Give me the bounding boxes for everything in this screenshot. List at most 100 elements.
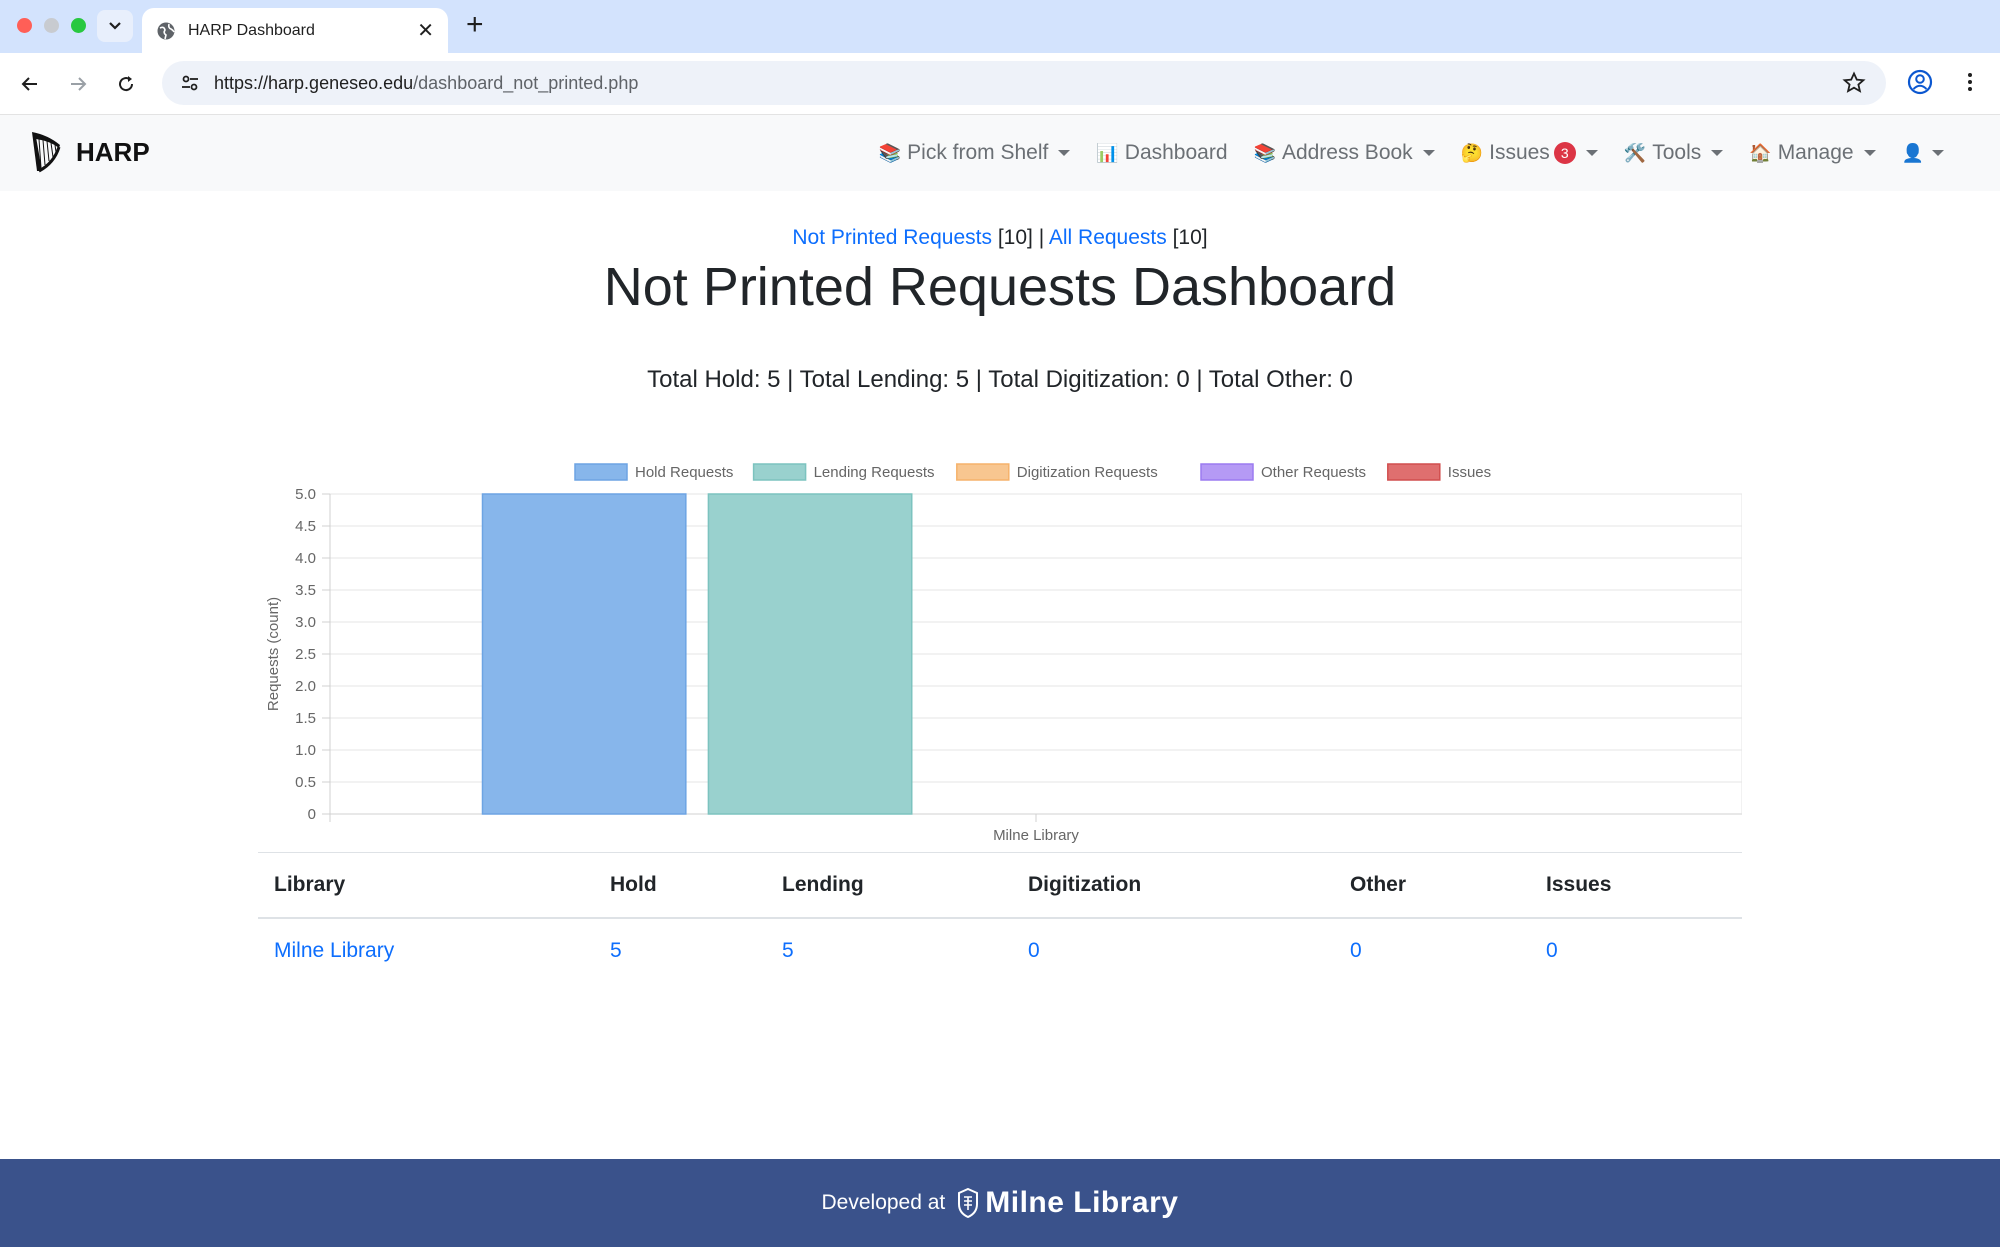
- new-tab-button[interactable]: +: [466, 8, 484, 41]
- caret-down-icon: [1711, 150, 1724, 156]
- legend-swatch: [1387, 463, 1441, 481]
- bookmark-star-icon[interactable]: [1842, 71, 1866, 100]
- arrow-right-icon: [71, 77, 87, 91]
- column-header-library: Library: [258, 853, 594, 919]
- column-header-digitization: Digitization: [1012, 853, 1334, 919]
- table-row: Milne Library 5 5 0 0 0: [258, 918, 1742, 983]
- nav-address-book[interactable]: 📚 Address Book: [1254, 141, 1435, 165]
- reload-icon: [119, 76, 134, 92]
- digitization-count-link[interactable]: 0: [1028, 939, 1040, 962]
- house-icon: 🏠: [1749, 142, 1772, 163]
- legend-label: Hold Requests: [635, 464, 733, 481]
- legend-label: Other Requests: [1261, 464, 1366, 481]
- arrow-left-icon: [21, 77, 37, 91]
- nav-manage[interactable]: 🏠 Manage: [1749, 141, 1876, 165]
- legend-label: Digitization Requests: [1017, 464, 1158, 481]
- table-header-row: Library Hold Lending Digitization Other …: [258, 853, 1742, 919]
- thinking-face-icon: 🤔: [1460, 142, 1484, 163]
- y-tick-label: 1.5: [295, 710, 316, 727]
- tab-close-icon[interactable]: ✕: [417, 19, 434, 42]
- forward-button[interactable]: [62, 68, 94, 100]
- bar-chart-icon: 📊: [1096, 142, 1119, 163]
- y-tick-label: 3.0: [295, 614, 316, 631]
- legend-swatch: [956, 463, 1010, 481]
- library-link[interactable]: Milne Library: [274, 939, 395, 962]
- table-cell-lending: 5: [766, 918, 1012, 983]
- nav-label: Address Book: [1281, 141, 1413, 164]
- column-header-other: Other: [1334, 853, 1530, 919]
- books-icon: 📚: [1253, 142, 1276, 163]
- kebab-menu-icon[interactable]: [1956, 68, 1984, 101]
- y-tick-label: 5.0: [295, 486, 316, 503]
- legend-label: Lending Requests: [814, 464, 935, 481]
- milne-library-logo[interactable]: Milne Library: [957, 1186, 1178, 1220]
- harp-logo-icon: [32, 132, 61, 173]
- caret-down-icon: [1932, 150, 1944, 156]
- table-cell-library: Milne Library: [258, 918, 594, 983]
- reload-button[interactable]: [110, 68, 142, 100]
- back-button[interactable]: [14, 68, 46, 100]
- totals-summary: Total Hold: 5 | Total Lending: 5 | Total…: [647, 366, 1353, 393]
- page-title: Not Printed Requests Dashboard: [603, 257, 1397, 317]
- chevron-down-icon: [109, 22, 121, 30]
- lending-count-link[interactable]: 5: [782, 939, 794, 962]
- nav-pick-from-shelf[interactable]: 📚 Pick from Shelf: [879, 141, 1071, 165]
- y-axis-title: Requests (count): [265, 597, 282, 711]
- url-text: https://harp.geneseo.edu/dashboard_not_p…: [214, 72, 639, 93]
- user-icon: 👤: [1901, 142, 1924, 163]
- not-printed-count: [10]: [997, 226, 1033, 249]
- all-requests-link[interactable]: All Requests: [1048, 226, 1167, 249]
- y-tick-label: 0.5: [295, 774, 316, 791]
- column-header-lending: Lending: [766, 853, 1012, 919]
- site-info-button[interactable]: [170, 67, 210, 99]
- table-cell-issues: 0: [1530, 918, 1742, 983]
- footer-logo-name: Milne Library: [985, 1186, 1179, 1219]
- nav-label: Dashboard: [1124, 141, 1228, 164]
- nav-issues[interactable]: 🤔 Issues 3: [1461, 141, 1598, 165]
- globe-icon: [157, 22, 175, 39]
- y-tick-label: 2.5: [295, 646, 316, 663]
- app-navbar: HARP 📚 Pick from Shelf 📊 Dashboard 📚 Add…: [0, 115, 2000, 191]
- nav-label: Pick from Shelf: [907, 141, 1049, 164]
- column-header-issues: Issues: [1530, 853, 1742, 919]
- nav-dashboard[interactable]: 📊 Dashboard: [1096, 141, 1227, 165]
- window-minimize-button[interactable]: [44, 18, 59, 33]
- other-count-link[interactable]: 0: [1350, 939, 1362, 962]
- all-requests-count: [10]: [1172, 226, 1208, 249]
- legend-swatch: [752, 463, 807, 481]
- y-tick-label: 4.0: [295, 550, 316, 567]
- table-cell-other: 0: [1334, 918, 1530, 983]
- bar-hold-requests: [481, 493, 687, 815]
- y-tick-label: 4.5: [295, 518, 316, 535]
- nav-tools[interactable]: 🛠️ Tools: [1623, 141, 1724, 165]
- caret-down-icon: [1422, 150, 1435, 156]
- hold-count-link[interactable]: 5: [610, 939, 622, 962]
- window-close-button[interactable]: [17, 18, 32, 33]
- browser-tab[interactable]: HARP Dashboard ✕: [142, 8, 448, 53]
- x-tick-label: Milne Library: [993, 827, 1079, 844]
- books-icon: 📚: [878, 142, 902, 163]
- brand-link[interactable]: HARP: [28, 129, 150, 175]
- nav-label: Issues: [1489, 141, 1550, 164]
- y-tick-label: 2.0: [295, 678, 316, 695]
- library-seal-icon: [958, 1188, 979, 1218]
- tools-icon: 🛠️: [1623, 142, 1647, 163]
- table-cell-digitization: 0: [1012, 918, 1334, 983]
- caret-down-icon: [1863, 150, 1876, 156]
- legend-swatch: [1200, 463, 1254, 481]
- profile-icon[interactable]: [1906, 68, 1934, 101]
- tab-search-button[interactable]: [97, 10, 133, 42]
- window-maximize-button[interactable]: [71, 18, 86, 33]
- nav-user-menu[interactable]: 👤: [1902, 143, 1944, 164]
- y-tick-label: 0: [308, 806, 316, 823]
- request-filter-links: Not Printed Requests [10] | All Requests…: [0, 226, 2000, 250]
- legend-label: Issues: [1448, 464, 1491, 481]
- not-printed-requests-link[interactable]: Not Printed Requests: [792, 226, 992, 249]
- brand-name: HARP: [76, 136, 150, 167]
- address-bar[interactable]: https://harp.geneseo.edu/dashboard_not_p…: [162, 61, 1886, 105]
- issues-count-link[interactable]: 0: [1546, 939, 1558, 962]
- bar-lending-requests: [707, 493, 913, 815]
- browser-tab-bar: HARP Dashboard ✕ +: [0, 0, 2000, 53]
- nav-label: Manage: [1777, 141, 1854, 164]
- table-cell-hold: 5: [594, 918, 766, 983]
